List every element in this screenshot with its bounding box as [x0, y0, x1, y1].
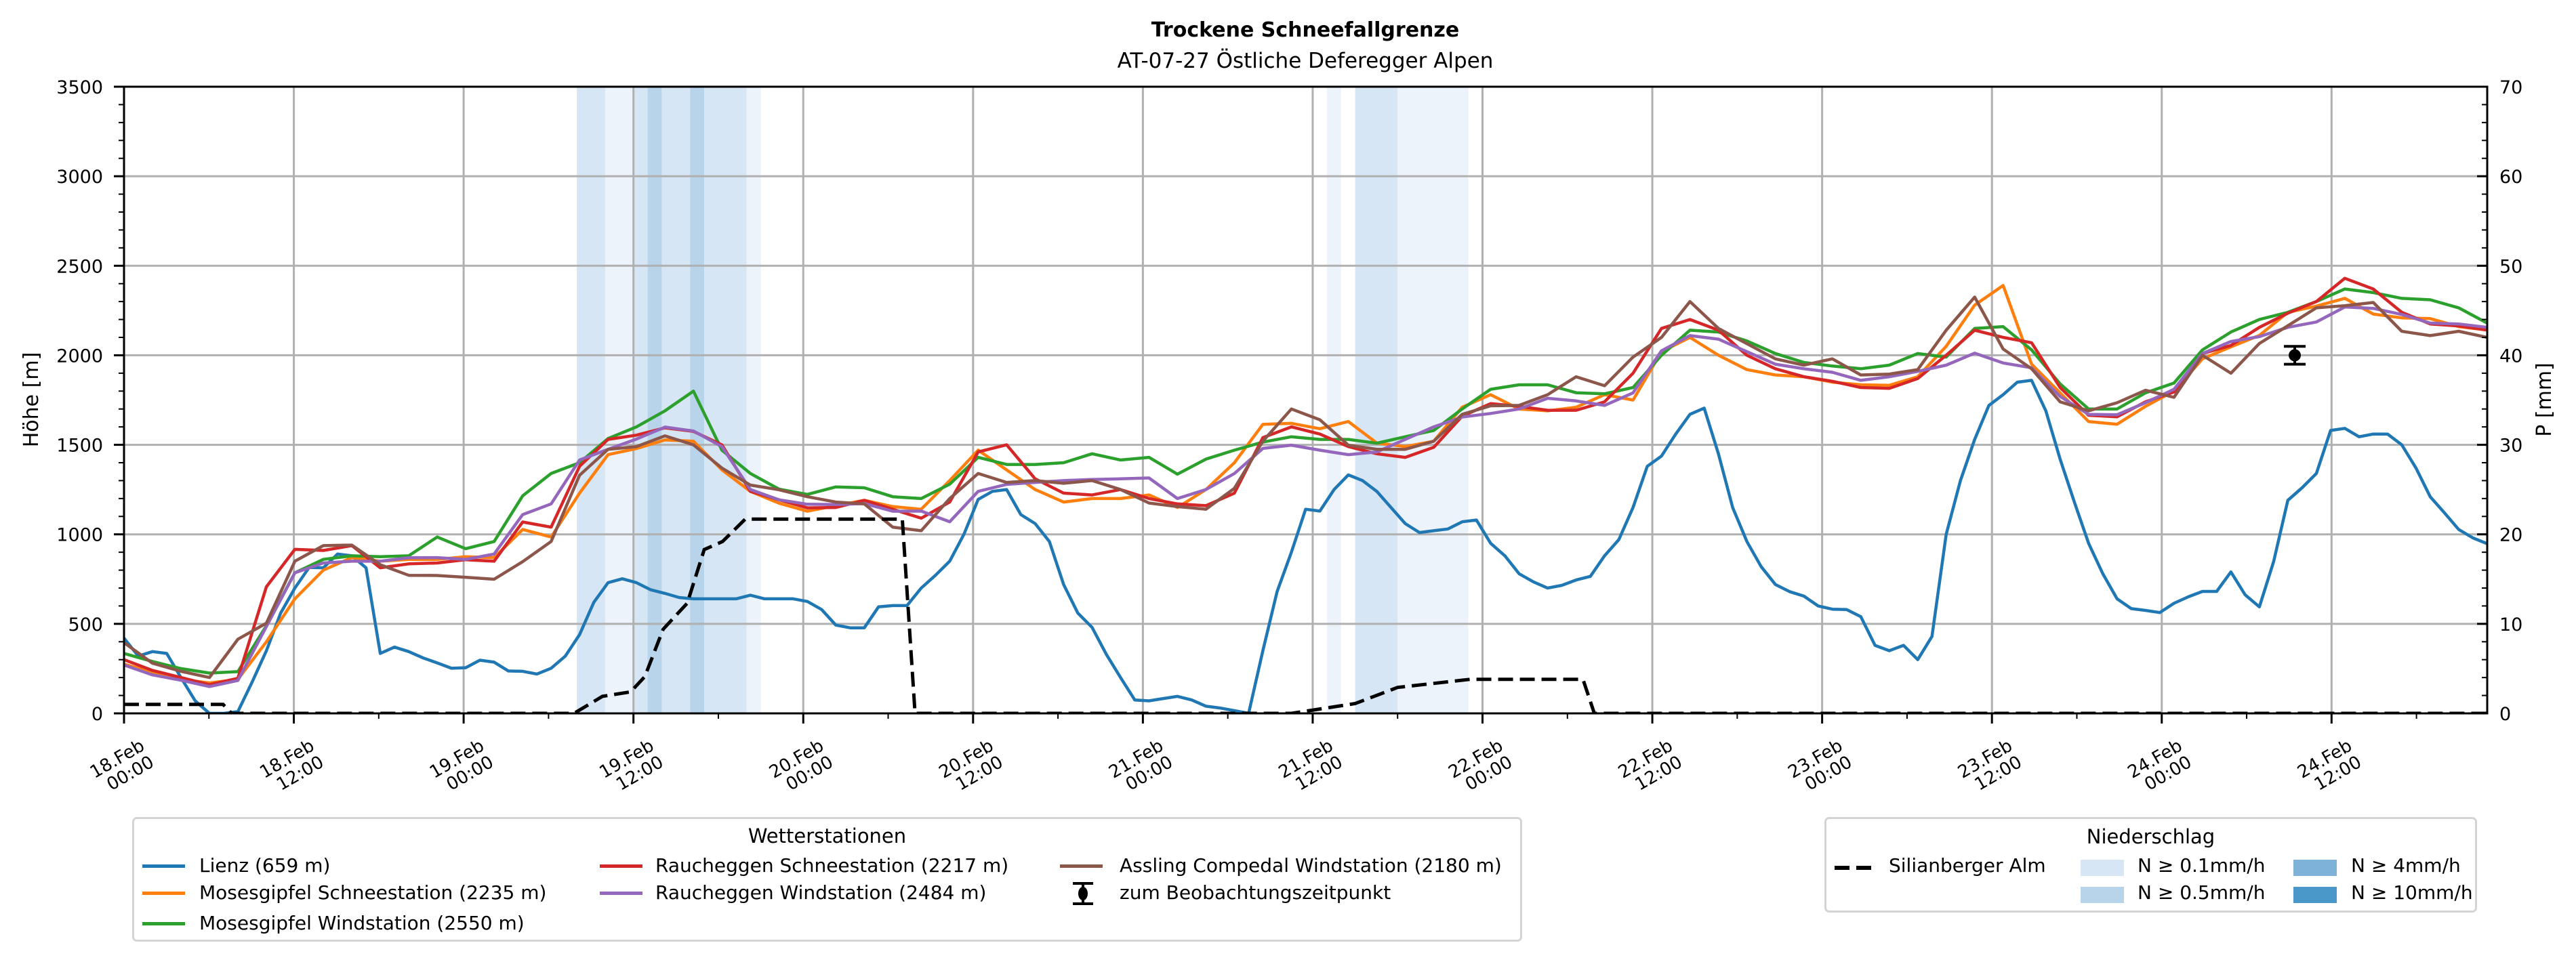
legend-label-n-10: N ≥ 10mm/h [2351, 881, 2473, 904]
y-right-axis-label: P [mm] [2533, 362, 2556, 436]
y-tick-label: 2500 [56, 256, 103, 277]
precip-band [746, 87, 761, 713]
legend-line-mosesgipfel-schneestation [142, 892, 185, 895]
dashed-line-icon [1835, 866, 1875, 870]
y-tick-label: 500 [68, 614, 103, 635]
plot-area [124, 87, 2487, 713]
precipitation-bands [577, 87, 1469, 713]
legend-swatch-n-4 [2293, 860, 2337, 876]
observation-point [2289, 349, 2302, 362]
legend-label-assling-compedal-windstation: Assling Compedal Windstation (2180 m) [1120, 854, 1502, 877]
legend-line-raucheggen-windstation [600, 892, 642, 895]
legend-line-mosesgipfel-windstation [142, 922, 185, 925]
y-right-tick-label: 30 [2499, 436, 2522, 457]
legend-label-lienz: Lienz (659 m) [199, 854, 331, 877]
y-right-tick-label: 10 [2499, 614, 2522, 635]
series-lines [124, 276, 2487, 713]
errorbar-marker-icon [1073, 882, 1093, 905]
legend-line-assling-compedal-windstation [1060, 864, 1103, 868]
y-tick-label: 1000 [56, 525, 103, 546]
series-line-raucheggen-windstation-2484-m [124, 305, 2487, 688]
y-tick-label: 0 [91, 704, 103, 725]
precipitation-line-silianberger-alm [124, 517, 2487, 713]
y-right-tick-label: 20 [2499, 525, 2522, 546]
legend-label-raucheggen-windstation: Raucheggen Windstation (2484 m) [655, 881, 987, 904]
precip-band [577, 87, 605, 713]
series-line-mosesgipfel-schneestation-2235-m [124, 284, 2487, 685]
legend-swatch-n-0-5 [2081, 887, 2124, 903]
series-line-lienz-659-m [124, 379, 2487, 713]
legend-swatch-n-10 [2293, 887, 2337, 903]
chart-subtitle: AT-07-27 Östliche Deferegger Alpen [1117, 49, 1494, 73]
legend-precipitation: Niederschlag Silianberger Alm N ≥ 0.1mm/… [1824, 817, 2477, 913]
y-right-tick-label: 40 [2499, 346, 2522, 367]
legend-line-raucheggen-schneestation [600, 864, 642, 868]
legend-stations: Wetterstationen Lienz (659 m) Mosesgipfe… [132, 817, 1522, 942]
legend-label-observation: zum Beobachtungszeitpunkt [1120, 881, 1391, 904]
y-tick-label: 2000 [56, 346, 103, 367]
y-tick-label: 3000 [56, 167, 103, 188]
y-axis-label: Höhe [m] [20, 352, 43, 448]
legend-label-silianberger-alm: Silianberger Alm [1889, 854, 2046, 877]
legend-line-lienz [142, 864, 185, 868]
legend-label-raucheggen-schneestation: Raucheggen Schneestation (2217 m) [655, 854, 1009, 877]
precip-band [647, 87, 662, 713]
y-right-tick-label: 70 [2499, 77, 2522, 98]
precip-band [704, 87, 747, 713]
y-right-tick-label: 60 [2499, 167, 2522, 188]
observation-marker [2284, 345, 2306, 366]
y-right-tick-label: 50 [2499, 256, 2522, 277]
legend-stations-title: Wetterstationen [748, 824, 907, 848]
precip-band [1326, 87, 1341, 713]
precip-band [605, 87, 634, 713]
y-right-tick-label: 0 [2499, 704, 2511, 725]
precip-band [661, 87, 691, 713]
precip-band [1397, 87, 1469, 713]
y-tick-label: 3500 [56, 77, 103, 98]
legend-swatch-n-0-1 [2081, 860, 2124, 876]
legend-label-n-0-5: N ≥ 0.5mm/h [2138, 881, 2266, 904]
legend-label-n-0-1: N ≥ 0.1mm/h [2138, 854, 2266, 877]
plot-frame [123, 85, 2489, 715]
legend-label-n-4: N ≥ 4mm/h [2351, 854, 2461, 877]
precip-band [633, 87, 648, 713]
legend-label-mosesgipfel-schneestation: Mosesgipfel Schneestation (2235 m) [199, 881, 547, 904]
precip-band [1355, 87, 1398, 713]
chart-title: Trockene Schneefallgrenze [1151, 18, 1460, 42]
legend-precipitation-title: Niederschlag [2086, 825, 2215, 848]
y-tick-label: 1500 [56, 436, 103, 457]
legend-label-mosesgipfel-windstation: Mosesgipfel Windstation (2550 m) [199, 912, 525, 934]
series-line-assling-compedal-windstation-2180-m [124, 295, 2487, 679]
